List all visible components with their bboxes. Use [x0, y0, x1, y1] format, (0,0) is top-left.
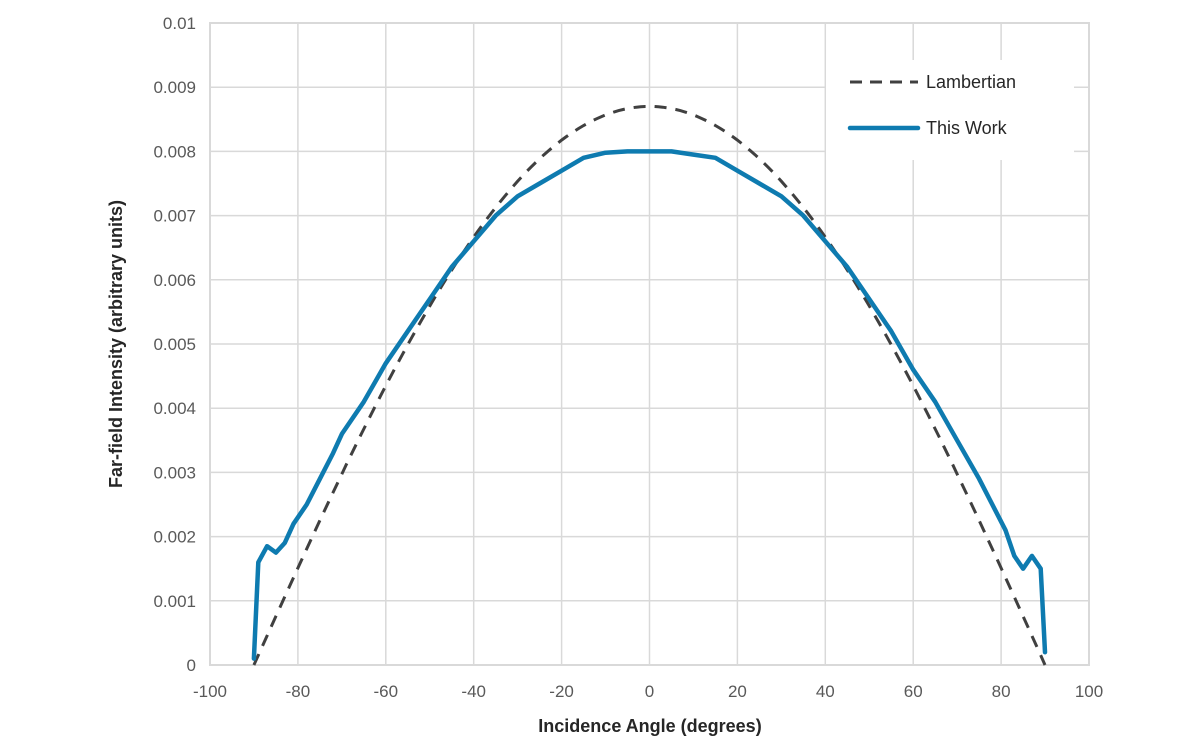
y-tick-label: 0.001 [153, 592, 196, 611]
x-tick-label: -60 [374, 682, 399, 701]
legend: Lambertian This Work [826, 60, 1074, 160]
x-axis-title: Incidence Angle (degrees) [538, 716, 761, 736]
series-layer [251, 105, 1048, 666]
plot-area [209, 22, 1090, 666]
legend-box [826, 60, 1074, 160]
y-tick-label: 0.005 [153, 335, 196, 354]
series-this-work-line [251, 149, 1048, 661]
y-tick-label: 0 [187, 656, 196, 675]
y-tick-label: 0.002 [153, 528, 196, 547]
legend-label-this-work: This Work [926, 118, 1008, 138]
x-tick-label: 40 [816, 682, 835, 701]
y-axis-tick-labels: 0 0.001 0.002 0.003 0.004 0.005 0.006 0.007 0.00… [153, 14, 196, 675]
legend-item-lambertian: Lambertian [850, 72, 1016, 92]
y-tick-label: 0.01 [163, 14, 196, 33]
plot-border [209, 22, 1090, 666]
x-tick-label: 100 [1075, 682, 1103, 701]
legend-item-this-work: This Work [847, 118, 1008, 138]
x-tick-label: -40 [461, 682, 486, 701]
x-axis-tick-labels: -100 -80 -60 -40 -20 0 20 40 60 80 100 [193, 682, 1103, 701]
x-tick-label: 60 [904, 682, 923, 701]
y-tick-label: 0.004 [153, 399, 196, 418]
y-axis-title: Far-field Intensity (arbitrary units) [106, 200, 126, 488]
x-tick-label: 0 [645, 682, 654, 701]
y-tick-label: 0.006 [153, 271, 196, 290]
x-tick-label: -80 [286, 682, 311, 701]
y-tick-label: 0.008 [153, 142, 196, 161]
y-tick-label: 0.009 [153, 78, 196, 97]
x-tick-label: 20 [728, 682, 747, 701]
x-tick-label: -100 [193, 682, 227, 701]
y-tick-label: 0.007 [153, 207, 196, 226]
legend-label-lambertian: Lambertian [926, 72, 1016, 92]
y-tick-label: 0.003 [153, 463, 196, 482]
x-tick-label: -20 [549, 682, 574, 701]
x-tick-label: 80 [992, 682, 1011, 701]
